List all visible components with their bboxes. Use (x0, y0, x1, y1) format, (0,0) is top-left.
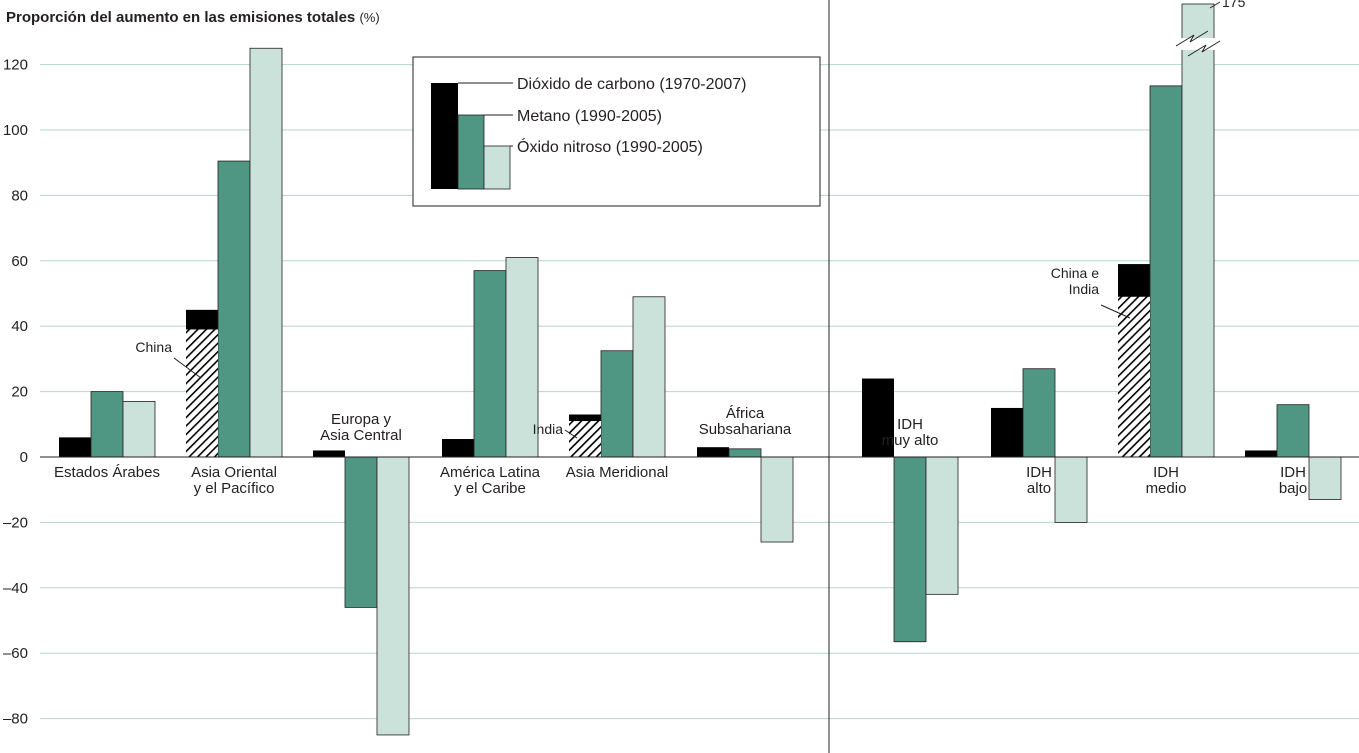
bar-co2-subset (569, 421, 601, 457)
category-label: y el Pacífico (194, 480, 275, 497)
bar-ch4 (600, 350, 634, 458)
bar-co2 (697, 447, 729, 457)
y-tick-label: 40 (11, 318, 28, 335)
chart-title: Proporción del aumento en las emisiones … (6, 9, 380, 26)
legend-swatch-co2 (431, 83, 458, 189)
legend-label-ch4: Metano (1990-2005) (517, 108, 662, 125)
subset-leader (564, 429, 578, 439)
bar-n2o (376, 456, 410, 736)
bars (59, 3, 1342, 736)
bar-n2o (632, 296, 666, 458)
chart-title-unit: (%) (359, 10, 379, 25)
bar-ch4 (90, 391, 124, 458)
category-label: Estados Árabes (54, 464, 160, 481)
bar-co2 (991, 407, 1023, 457)
bar-ch4 (344, 456, 378, 608)
bar-n2o (1054, 456, 1088, 523)
y-tick-label: 120 (3, 57, 28, 74)
bar-co2 (59, 437, 91, 457)
subset-label: China (135, 339, 172, 355)
y-tick-label: –60 (3, 645, 28, 662)
subset-label: India (533, 421, 564, 437)
category-label: IDH (1280, 464, 1306, 481)
category-label: medio (1146, 480, 1187, 497)
legend-label-n2o: Óxido nitroso (1990-2005) (517, 137, 703, 156)
bar-ch4 (473, 270, 507, 458)
category-label: alto (1027, 480, 1051, 497)
category-label: América Latina (440, 464, 541, 481)
bar-co2-subset (1118, 296, 1150, 457)
subset-label: India (1069, 281, 1100, 297)
bar-co2 (313, 450, 345, 457)
category-label: bajo (1279, 480, 1307, 497)
y-axis: –80 –60 –40 –20 0 20 40 60 80 100 120 (3, 57, 28, 728)
bar-n2o (122, 401, 156, 458)
bar-co2 (862, 378, 894, 457)
y-tick-label: –40 (3, 580, 28, 597)
bar-ch4 (217, 160, 251, 458)
bar-n2o (760, 456, 794, 543)
bar-co2 (442, 439, 474, 457)
y-tick-label: 0 (20, 449, 28, 466)
y-tick-label: –20 (3, 514, 28, 531)
subset-leader (1100, 304, 1131, 319)
y-tick-label: 100 (3, 122, 28, 139)
bar-ch4 (893, 456, 927, 643)
bar-ch4 (1276, 404, 1310, 458)
bar-n2o (925, 456, 959, 595)
category-label: IDH (1153, 464, 1179, 481)
axis-break-mark (1187, 40, 1221, 57)
subset-label: China e (1051, 265, 1099, 281)
chart-title-text: Proporción del aumento en las emisiones … (6, 9, 355, 26)
bar-n2o (249, 47, 283, 458)
y-tick-label: 60 (11, 253, 28, 270)
subset-leader (173, 357, 202, 379)
broken-bar-leader (1209, 1, 1221, 9)
category-label: Asia Oriental (191, 464, 277, 481)
legend: Dióxido de carbono (1970-2007) Metano (1… (412, 56, 821, 207)
y-tick-label: 20 (11, 384, 28, 401)
category-label: muy alto (882, 432, 939, 449)
legend-label-co2: Dióxido de carbono (1970-2007) (517, 76, 746, 93)
legend-swatch-n2o (483, 145, 511, 190)
category-label: Asia Meridional (566, 464, 669, 481)
category-label: Subsahariana (699, 421, 792, 438)
broken-bar-value: 175 (1222, 0, 1246, 10)
category-label: Europa y (331, 411, 392, 428)
y-tick-label: –80 (3, 711, 28, 728)
bar-co2 (1245, 450, 1277, 457)
bar-n2o (1181, 3, 1215, 458)
bar-n2o (1308, 456, 1342, 500)
bar-n2o (505, 257, 539, 458)
y-tick-label: 80 (11, 187, 28, 204)
bar-ch4 (1022, 368, 1056, 458)
category-label: Asia Central (320, 427, 402, 444)
category-label: África (726, 405, 765, 422)
category-label: IDH (1026, 464, 1052, 481)
axis-break-gap (1178, 38, 1218, 50)
bar-ch4 (1149, 85, 1183, 458)
axis-break-mark (1175, 30, 1209, 47)
bar-ch4 (728, 448, 762, 458)
legend-swatch-ch4 (457, 114, 485, 190)
bar-co2-subset (186, 329, 218, 457)
category-label: IDH (897, 416, 923, 433)
category-label: y el Caribe (454, 480, 526, 497)
